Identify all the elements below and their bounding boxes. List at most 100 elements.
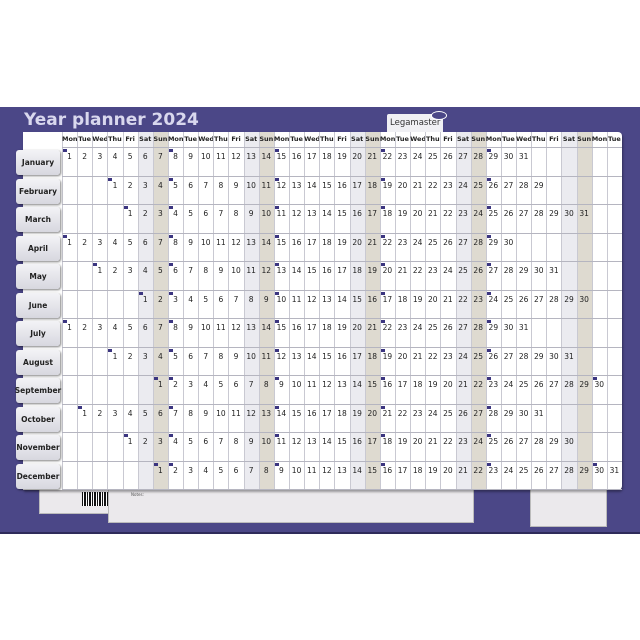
day-cell[interactable]: 22	[397, 408, 408, 418]
day-cell[interactable]: 1	[112, 351, 118, 361]
day-cell[interactable]: 28	[549, 294, 559, 304]
day-cell[interactable]: 20	[412, 437, 423, 446]
day-cell[interactable]: 30	[594, 465, 605, 475]
day-cell[interactable]: 24	[458, 180, 468, 190]
day-cell[interactable]: 2	[82, 323, 88, 332]
day-cell[interactable]: 5	[218, 465, 224, 475]
day-cell[interactable]: 3	[188, 465, 194, 475]
day-cell[interactable]: 5	[173, 351, 178, 361]
day-cell[interactable]: 14	[291, 266, 302, 275]
day-cell[interactable]: 7	[188, 266, 194, 275]
day-cell[interactable]: 30	[503, 152, 514, 161]
day-cell[interactable]: 28	[503, 266, 514, 275]
day-cell[interactable]: 14	[261, 152, 272, 161]
day-cell[interactable]: 3	[112, 408, 118, 418]
day-cell[interactable]: 19	[428, 380, 438, 389]
day-cell[interactable]: 15	[291, 408, 302, 418]
day-cell[interactable]: 3	[127, 266, 133, 275]
day-cell[interactable]: 7	[157, 323, 163, 332]
day-cell[interactable]: 17	[322, 408, 332, 418]
day-cell[interactable]: 18	[367, 351, 378, 361]
day-cell[interactable]: 26	[443, 237, 453, 247]
day-cell[interactable]: 22	[382, 152, 393, 161]
day-cell[interactable]: 25	[488, 209, 499, 218]
day-cell[interactable]: 5	[188, 209, 194, 218]
day-cell[interactable]: 27	[458, 152, 468, 161]
day-cell[interactable]: 8	[233, 209, 239, 218]
day-cell[interactable]: 18	[367, 180, 378, 190]
day-cell[interactable]: 13	[246, 323, 256, 332]
day-cell[interactable]: 26	[473, 266, 483, 275]
day-cell[interactable]: 20	[443, 465, 453, 475]
day-cell[interactable]: 16	[291, 323, 302, 332]
day-cell[interactable]: 26	[488, 351, 499, 361]
day-cell[interactable]: 29	[549, 209, 559, 218]
day-cell[interactable]: 6	[203, 209, 209, 218]
day-cell[interactable]: 30	[564, 437, 574, 446]
day-cell[interactable]: 30	[503, 323, 514, 332]
day-cell[interactable]: 2	[112, 266, 118, 275]
day-cell[interactable]: 28	[488, 408, 499, 418]
day-cell[interactable]: 2	[173, 465, 178, 475]
day-cell[interactable]: 5	[188, 437, 194, 446]
day-cell[interactable]: 7	[203, 180, 209, 190]
day-cell[interactable]: 10	[216, 408, 226, 418]
day-cell[interactable]: 9	[248, 437, 254, 446]
day-cell[interactable]: 23	[397, 237, 408, 247]
day-cell[interactable]: 4	[173, 209, 178, 218]
day-cell[interactable]: 22	[473, 465, 483, 475]
day-cell[interactable]: 22	[473, 380, 483, 389]
day-cell[interactable]: 7	[173, 408, 178, 418]
day-cell[interactable]: 7	[157, 152, 163, 161]
month-tab-june[interactable]: June	[16, 292, 60, 318]
day-cell[interactable]: 3	[97, 323, 103, 332]
day-cell[interactable]: 3	[188, 380, 194, 389]
day-cell[interactable]: 25	[518, 465, 529, 475]
day-cell[interactable]: 27	[488, 266, 499, 275]
day-cell[interactable]: 27	[518, 437, 529, 446]
day-cell[interactable]: 26	[533, 465, 544, 475]
day-cell[interactable]: 4	[188, 294, 194, 304]
day-cell[interactable]: 21	[412, 180, 423, 190]
day-cell[interactable]: 12	[291, 209, 302, 218]
day-cell[interactable]: 15	[322, 180, 332, 190]
day-cell[interactable]: 10	[200, 237, 211, 247]
day-cell[interactable]: 19	[397, 209, 408, 218]
day-cell[interactable]: 30	[503, 237, 514, 247]
day-cell[interactable]: 23	[428, 266, 438, 275]
day-cell[interactable]: 15	[276, 237, 287, 247]
day-cell[interactable]: 9	[233, 180, 239, 190]
day-cell[interactable]: 5	[127, 323, 133, 332]
day-cell[interactable]: 15	[337, 209, 347, 218]
day-cell[interactable]: 4	[203, 465, 209, 475]
day-cell[interactable]: 2	[127, 180, 133, 190]
day-cell[interactable]: 21	[458, 380, 468, 389]
day-cell[interactable]: 16	[291, 237, 302, 247]
day-cell[interactable]: 8	[173, 152, 178, 161]
day-cell[interactable]: 11	[306, 380, 317, 389]
day-cell[interactable]: 22	[382, 237, 393, 247]
day-cell[interactable]: 28	[564, 380, 574, 389]
day-cell[interactable]: 3	[157, 209, 163, 218]
day-cell[interactable]: 25	[518, 380, 529, 389]
day-cell[interactable]: 7	[248, 380, 254, 389]
day-cell[interactable]: 27	[458, 323, 468, 332]
day-cell[interactable]: 11	[276, 209, 287, 218]
day-cell[interactable]: 5	[218, 380, 224, 389]
day-cell[interactable]: 31	[518, 323, 529, 332]
day-cell[interactable]: 6	[188, 351, 194, 361]
day-cell[interactable]: 8	[203, 266, 209, 275]
day-cell[interactable]: 21	[458, 465, 468, 475]
day-cell[interactable]: 4	[173, 437, 178, 446]
day-cell[interactable]: 24	[473, 209, 483, 218]
day-cell[interactable]: 13	[291, 180, 302, 190]
day-cell[interactable]: 16	[306, 408, 317, 418]
day-cell[interactable]: 11	[246, 266, 256, 275]
day-cell[interactable]: 29	[488, 323, 499, 332]
day-cell[interactable]: 5	[142, 408, 148, 418]
day-cell[interactable]: 5	[127, 152, 133, 161]
day-cell[interactable]: 30	[594, 380, 605, 389]
day-cell[interactable]: 26	[533, 380, 544, 389]
day-cell[interactable]: 27	[533, 294, 544, 304]
day-cell[interactable]: 23	[488, 380, 499, 389]
